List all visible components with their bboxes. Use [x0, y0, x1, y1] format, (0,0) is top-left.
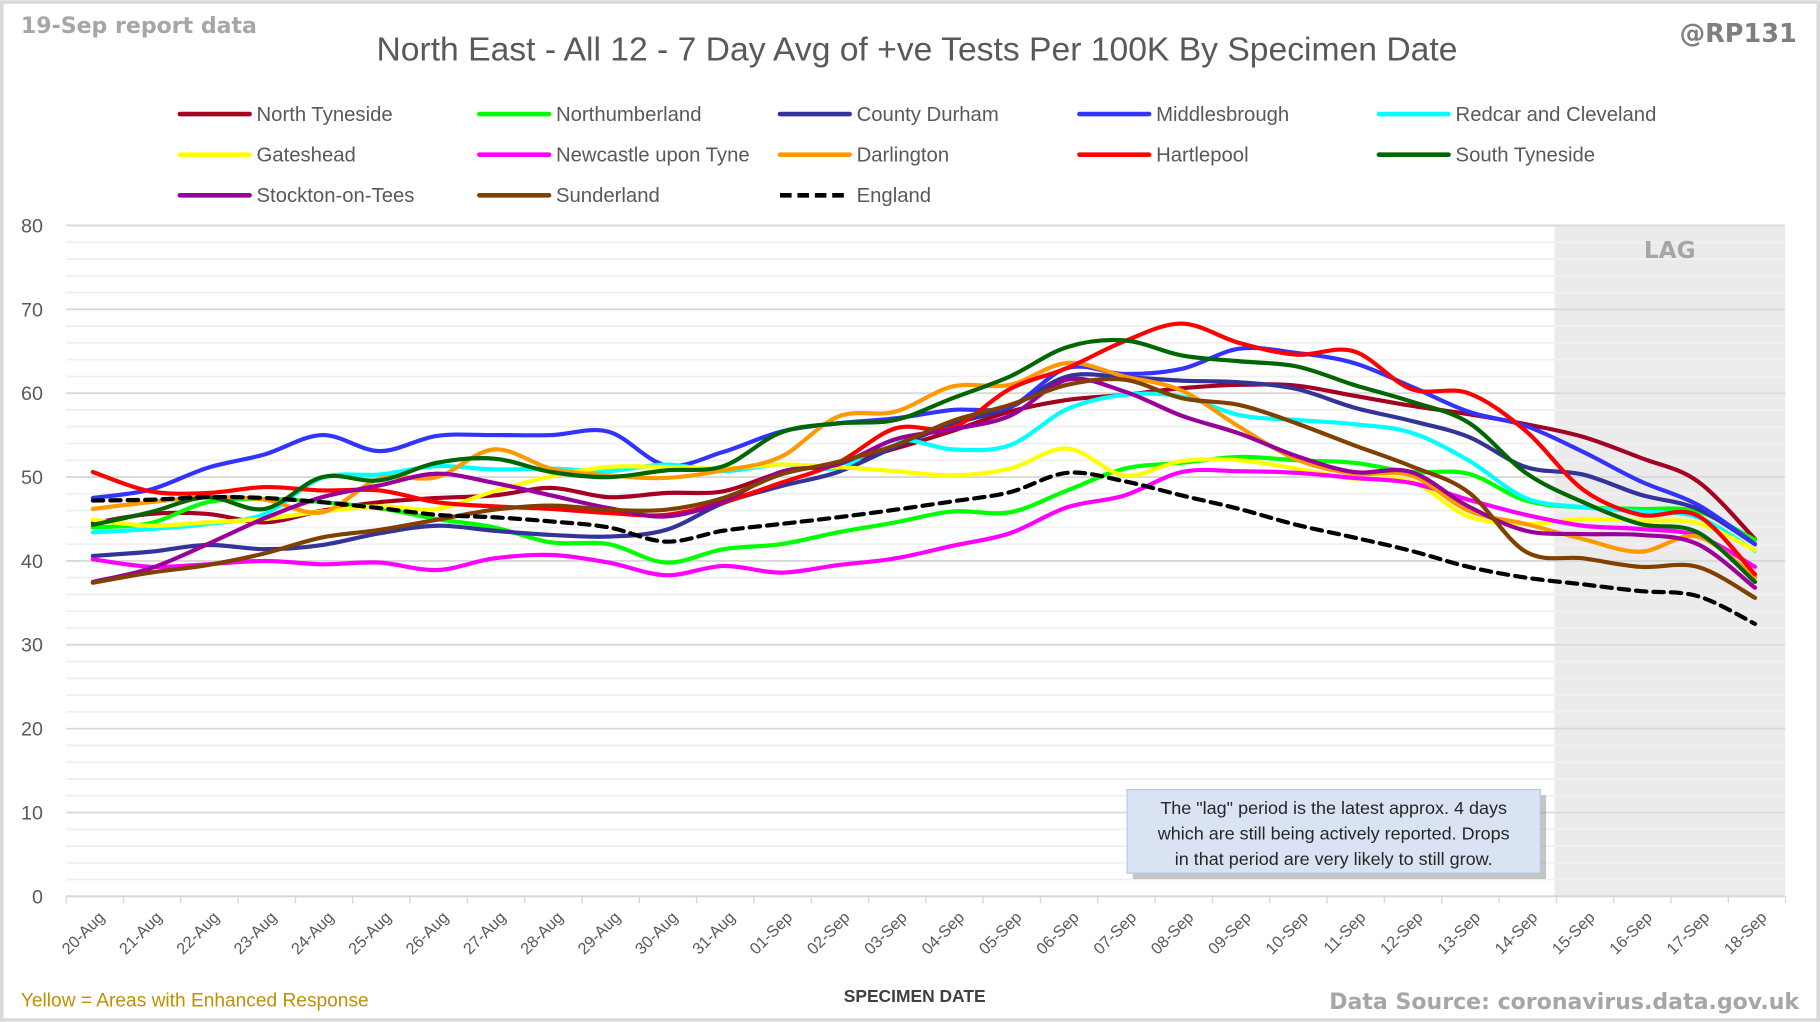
legend-label: Newcastle upon Tyne — [556, 145, 750, 167]
legend-label: Gateshead — [257, 145, 356, 167]
y-tick-label: 20 — [21, 719, 43, 741]
y-tick-label: 0 — [32, 886, 43, 908]
lag-note-line-3: in that period are very likely to still … — [1175, 849, 1493, 869]
y-tick-label: 10 — [21, 802, 43, 824]
legend-item-stockton-on-tees: Stockton-on-Tees — [177, 185, 415, 207]
y-tick-label: 70 — [21, 299, 43, 321]
x-axis-title: SPECIMEN DATE — [844, 986, 986, 1006]
legend-item-hartlepool: Hartlepool — [1077, 145, 1249, 167]
legend-label: County Durham — [857, 104, 999, 126]
legend-item-darlington: Darlington — [777, 145, 950, 167]
legend-item-middlesbrough: Middlesbrough — [1077, 104, 1289, 126]
y-tick-label: 50 — [21, 467, 43, 489]
series-line-redcar-and-cleveland — [90, 391, 1758, 553]
legend-item-northumberland: Northumberland — [477, 104, 702, 126]
legend-item-south-tyneside: South Tyneside — [1376, 145, 1596, 167]
legend-item-north-tyneside: North Tyneside — [177, 104, 393, 126]
legend-label: South Tyneside — [1456, 145, 1596, 167]
legend-item-england: England — [780, 185, 931, 207]
series-line-middlesbrough — [90, 345, 1758, 547]
report-date-label: 19-Sep report data — [21, 14, 257, 39]
legend-label: Northumberland — [556, 104, 702, 126]
author-handle: @RP131 — [1680, 19, 1797, 49]
legend-item-sunderland: Sunderland — [477, 185, 660, 207]
series-lines — [90, 321, 1758, 626]
legend-item-gateshead: Gateshead — [177, 145, 356, 167]
chart-title: North East - All 12 - 7 Day Avg of +ve T… — [376, 32, 1457, 69]
legend-label: North Tyneside — [257, 104, 393, 126]
legend-label: Hartlepool — [1156, 145, 1249, 167]
y-axis: 0 10 20 30 40 50 60 70 80 — [21, 215, 43, 908]
lag-label: LAG — [1644, 237, 1696, 264]
y-tick-label: 40 — [21, 551, 43, 573]
lag-note: The "lag" period is the latest approx. 4… — [1126, 788, 1547, 879]
enhanced-response-note: Yellow = Areas with Enhanced Response — [21, 991, 369, 1012]
legend-label: England — [857, 185, 932, 207]
lag-note-line-1: The "lag" period is the latest approx. 4… — [1160, 798, 1507, 818]
series-line-sunderland — [90, 376, 1758, 600]
lag-note-box — [1126, 788, 1541, 874]
legend-item-county-durham: County Durham — [777, 104, 999, 126]
legend-item-redcar-and-cleveland: Redcar and Cleveland — [1376, 104, 1657, 126]
series-line-england — [90, 470, 1758, 626]
legend-label: Redcar and Cleveland — [1456, 104, 1657, 126]
series-line-south-tyneside — [90, 337, 1758, 585]
lag-note-line-2: which are still being actively reported.… — [1157, 823, 1510, 843]
y-tick-label: 30 — [21, 635, 43, 657]
legend-label: Sunderland — [556, 185, 660, 207]
legend-label: Stockton-on-Tees — [257, 185, 415, 207]
legend-item-newcastle-upon-tyne: Newcastle upon Tyne — [477, 145, 750, 167]
y-tick-label: 80 — [21, 215, 43, 237]
series-line-stockton-on-tees — [90, 376, 1758, 590]
y-tick-label: 60 — [21, 383, 43, 405]
legend-label: Darlington — [857, 145, 950, 167]
legend-label: Middlesbrough — [1156, 104, 1289, 126]
legend: North Tyneside Northumberland County Durha… — [177, 104, 1657, 207]
data-source: Data Source: coronavirus.data.gov.uk — [1329, 990, 1800, 1015]
